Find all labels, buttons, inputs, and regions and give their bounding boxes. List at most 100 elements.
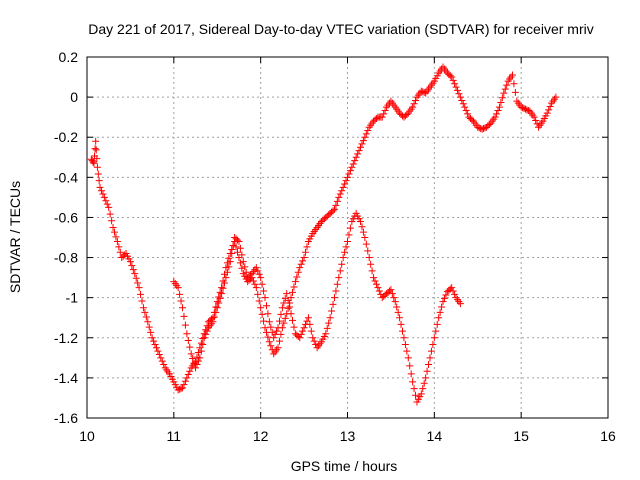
data-point bbox=[139, 304, 147, 312]
data-point bbox=[336, 267, 344, 275]
data-point bbox=[519, 104, 527, 112]
x-axis-label: GPS time / hours bbox=[291, 458, 398, 474]
data-point bbox=[359, 228, 367, 236]
data-point bbox=[438, 303, 446, 311]
data-point bbox=[296, 264, 304, 272]
x-tick-label: 10 bbox=[79, 428, 95, 444]
data-point bbox=[258, 280, 266, 288]
data-point bbox=[129, 266, 137, 274]
data-point bbox=[260, 287, 268, 295]
data-point bbox=[342, 243, 350, 251]
data-point bbox=[280, 299, 288, 307]
data-point bbox=[439, 298, 447, 306]
data-point bbox=[223, 259, 231, 267]
series-mriv-pass-1 bbox=[87, 63, 560, 394]
y-tick-label: 0 bbox=[70, 89, 78, 105]
x-tick-label: 15 bbox=[513, 428, 529, 444]
data-point bbox=[270, 334, 278, 342]
data-point bbox=[381, 106, 389, 114]
data-point bbox=[294, 268, 302, 276]
data-point bbox=[223, 268, 231, 276]
data-point bbox=[400, 334, 408, 342]
data-point bbox=[310, 337, 318, 345]
data-point bbox=[238, 251, 246, 259]
data-point bbox=[257, 274, 265, 282]
data-point bbox=[193, 361, 201, 369]
data-point bbox=[462, 106, 470, 114]
data-point bbox=[398, 327, 406, 335]
data-point bbox=[194, 348, 202, 356]
data-point bbox=[174, 284, 182, 292]
data-point bbox=[234, 236, 242, 244]
data-point bbox=[278, 304, 286, 312]
data-point bbox=[235, 238, 243, 246]
data-point bbox=[258, 310, 266, 318]
data-point bbox=[330, 205, 338, 213]
data-point bbox=[433, 320, 441, 328]
data-point bbox=[522, 105, 530, 113]
data-point bbox=[247, 271, 255, 279]
data-point bbox=[255, 270, 263, 278]
data-point bbox=[432, 327, 440, 335]
data-point bbox=[361, 234, 369, 241]
data-point bbox=[273, 327, 281, 335]
data-point bbox=[97, 187, 105, 195]
data-point bbox=[113, 238, 121, 246]
data-point bbox=[494, 106, 502, 114]
data-point bbox=[197, 339, 205, 347]
data-point bbox=[251, 280, 259, 288]
data-point bbox=[252, 284, 260, 292]
data-point bbox=[236, 244, 244, 252]
data-point bbox=[436, 308, 444, 316]
data-point bbox=[478, 125, 486, 133]
data-point bbox=[372, 115, 380, 123]
data-point bbox=[495, 103, 503, 111]
data-point bbox=[485, 121, 493, 129]
x-tick-label: 12 bbox=[253, 428, 269, 444]
data-point bbox=[346, 167, 354, 175]
data-point bbox=[241, 263, 249, 271]
data-point bbox=[177, 385, 185, 393]
data-point bbox=[121, 251, 129, 259]
data-point bbox=[228, 250, 236, 258]
data-point bbox=[362, 130, 370, 138]
data-point bbox=[184, 336, 192, 344]
data-point bbox=[497, 98, 505, 106]
data-point bbox=[199, 340, 207, 348]
data-point bbox=[451, 80, 459, 88]
data-point bbox=[325, 319, 333, 327]
y-tick-label: -0.2 bbox=[54, 129, 78, 145]
data-point bbox=[323, 324, 331, 332]
data-point bbox=[189, 355, 197, 363]
data-point bbox=[102, 197, 110, 205]
data-point bbox=[155, 350, 163, 358]
data-point bbox=[222, 274, 230, 282]
y-tick-label: -0.4 bbox=[54, 169, 78, 185]
data-point bbox=[409, 103, 417, 111]
data-point bbox=[543, 109, 551, 117]
data-point bbox=[106, 210, 114, 218]
data-point bbox=[493, 110, 501, 118]
data-point bbox=[394, 308, 402, 316]
data-point bbox=[503, 81, 511, 89]
data-point bbox=[530, 113, 538, 121]
data-point bbox=[92, 137, 100, 145]
data-point bbox=[307, 327, 315, 335]
data-point bbox=[186, 343, 194, 351]
data-point bbox=[190, 359, 198, 367]
data-point bbox=[332, 201, 340, 209]
data-point bbox=[358, 140, 366, 148]
data-point bbox=[275, 317, 283, 325]
data-point bbox=[116, 248, 124, 256]
data-point bbox=[367, 260, 375, 268]
data-point bbox=[299, 327, 307, 335]
data-point bbox=[423, 367, 431, 375]
data-point bbox=[430, 334, 438, 342]
data-point bbox=[261, 294, 269, 302]
data-point bbox=[326, 314, 334, 322]
data-point bbox=[291, 278, 299, 286]
data-point bbox=[254, 290, 262, 298]
data-point bbox=[277, 310, 285, 318]
data-point bbox=[283, 290, 291, 298]
data-point bbox=[302, 248, 310, 256]
